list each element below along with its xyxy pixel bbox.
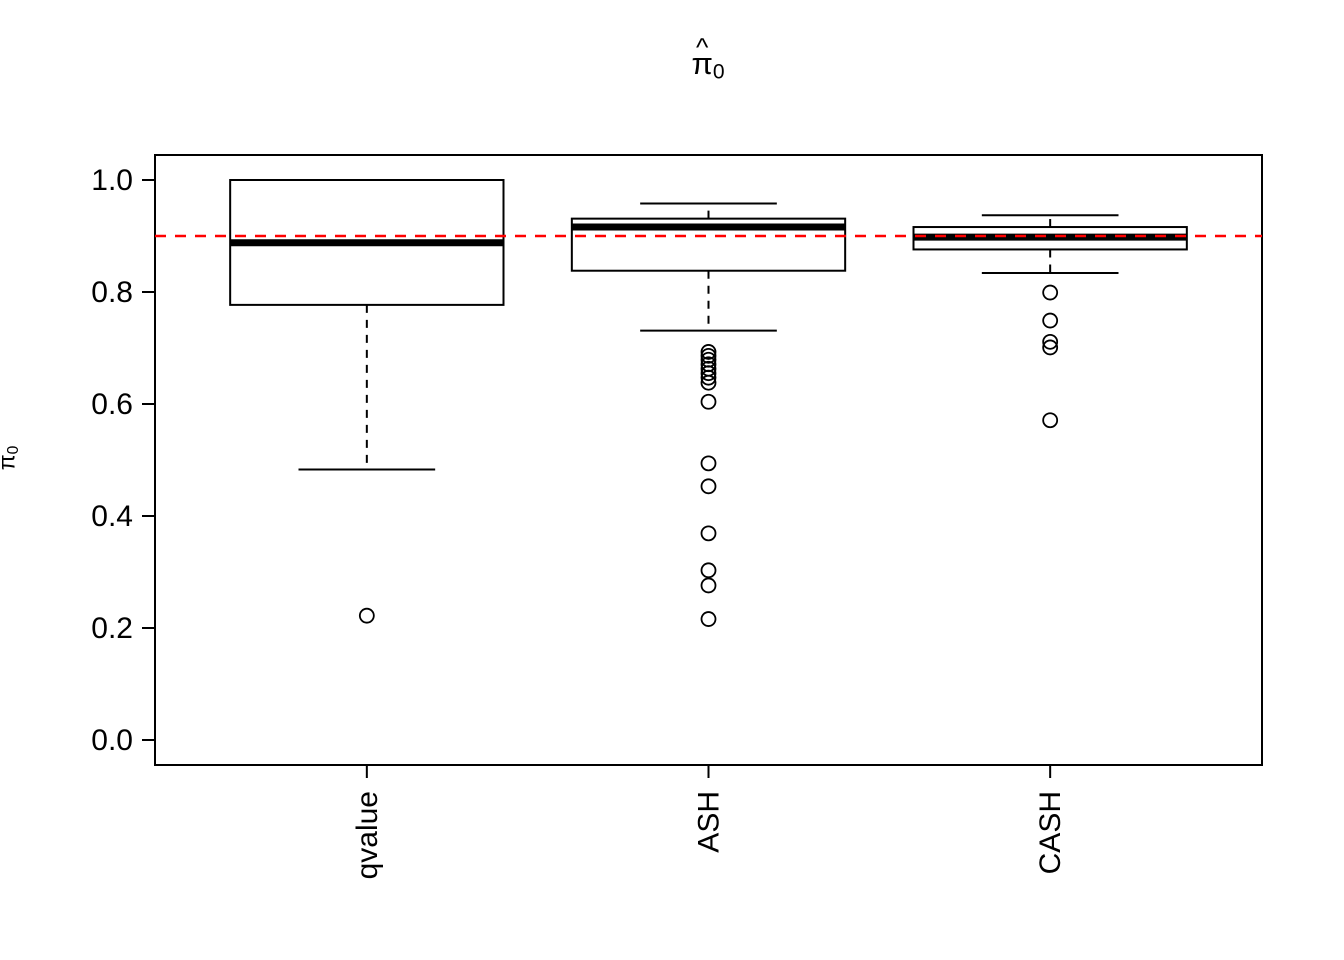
title-hat-accent: ^ <box>695 32 709 63</box>
title-pi-symbol: π <box>691 46 713 81</box>
chart-title: ^ π0 <box>691 32 725 85</box>
x-category-label: CASH <box>1034 791 1067 874</box>
title-pi-hat: ^ π <box>691 32 713 82</box>
y-title-subscript: 0 <box>5 445 23 455</box>
outlier-point <box>1042 312 1059 329</box>
y-title-hat-accent: ^ <box>0 458 6 467</box>
outlier-point <box>700 369 717 386</box>
outlier-point <box>700 347 717 364</box>
outlier-point <box>700 393 717 410</box>
y-axis-title: ^π0 <box>0 446 23 471</box>
outlier-point <box>700 478 717 495</box>
outlier-point <box>700 525 717 542</box>
y-tick-label: 0.6 <box>91 388 133 421</box>
outlier-point <box>358 607 375 624</box>
outlier-point <box>700 562 717 579</box>
y-title-pi-hat: ^π <box>0 454 21 470</box>
title-subscript: 0 <box>712 60 725 84</box>
outlier-point <box>700 455 717 472</box>
y-tick-label: 1.0 <box>91 164 133 197</box>
x-category-label: ASH <box>693 791 726 853</box>
outlier-point <box>1042 412 1059 429</box>
outlier-point <box>1042 284 1059 301</box>
outlier-point <box>700 577 717 594</box>
outlier-point <box>700 344 717 360</box>
outlier-point <box>700 611 717 627</box>
y-tick-label: 0.4 <box>91 500 133 533</box>
outlier-point <box>1042 333 1059 350</box>
outlier-point <box>700 374 717 391</box>
outlier-point <box>1042 339 1059 356</box>
y-tick-label: 0.0 <box>91 724 133 757</box>
y-tick-label: 0.2 <box>91 612 133 645</box>
y-tick-label: 0.8 <box>91 276 133 309</box>
outlier-point <box>700 365 717 382</box>
x-category-label: qvalue <box>351 791 384 879</box>
